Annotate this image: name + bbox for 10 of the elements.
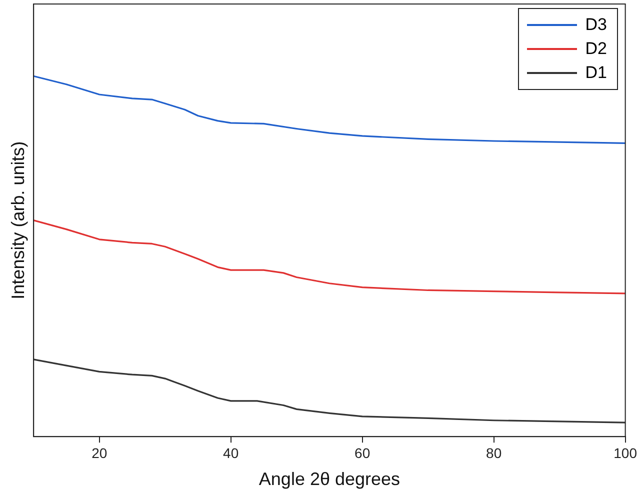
x-axis-title: Angle 2θ degrees: [258, 469, 400, 490]
x-tick-label: 20: [92, 444, 108, 461]
y-axis-title: Intensity (arb. units): [8, 141, 28, 300]
x-tick-label: 40: [223, 444, 239, 461]
legend-label: D3: [585, 15, 607, 35]
x-tick-label: 60: [354, 444, 370, 461]
x-tick-label: 80: [486, 444, 502, 461]
x-tick-label: 100: [614, 444, 638, 461]
legend-label: D1: [585, 63, 607, 83]
legend-label: D2: [585, 39, 607, 59]
